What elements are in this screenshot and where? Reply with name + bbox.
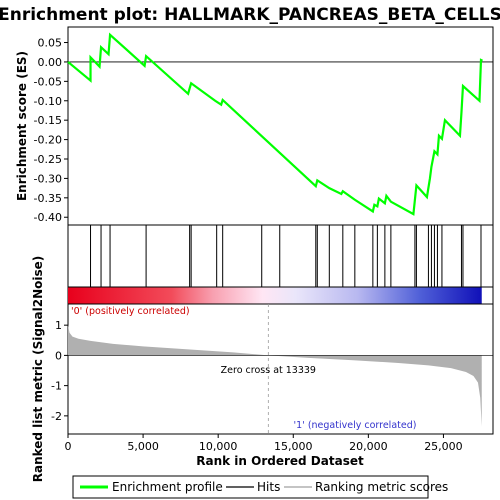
hits-marks: [90, 225, 482, 287]
chart-title: Enrichment plot: HALLMARK_PANCREAS_BETA_…: [0, 5, 500, 25]
legend-label-hits: Hits: [257, 480, 280, 494]
es-panel-frame: [67, 26, 494, 226]
enrichment-profile-line: [67, 32, 483, 216]
es-y-tick-label: 0.00: [38, 56, 63, 69]
es-y-ticks: 0.05 0.00 -0.05 -0.10 -0.15 -0.20 -0.25 -0.30 -0…: [34, 37, 68, 224]
legend-label-enrichment-profile: Enrichment profile: [112, 480, 223, 494]
metric-y-tick-label: 1: [55, 319, 62, 332]
legend-label-ranking-metric: Ranking metric scores: [315, 480, 448, 494]
metric-y-tick-label: 0: [55, 349, 62, 362]
es-y-axis-label: Enrichment score (ES): [15, 51, 29, 201]
x-tick-label: 15,000: [274, 440, 313, 453]
zero-cross-label: Zero cross at 13339: [221, 365, 316, 376]
es-y-tick-label: -0.20: [34, 134, 62, 147]
x-tick-label: 10,000: [199, 440, 238, 453]
es-y-tick-label: -0.40: [34, 211, 62, 224]
metric-y-tick-label: -1: [51, 380, 62, 393]
positive-correlation-label: '0' (positively correlated): [71, 306, 190, 317]
es-y-tick-label: -0.35: [34, 192, 62, 205]
hits-panel-frame: [67, 224, 494, 288]
x-axis-label: Rank in Ordered Dataset: [196, 454, 364, 468]
x-ticks: 0 5,000 10,000 15,000 20,000 25,000: [65, 434, 463, 453]
x-tick-label: 5,000: [127, 440, 159, 453]
x-tick-label: 20,000: [349, 440, 388, 453]
metric-y-ticks: 1 0 -1 -2: [51, 319, 68, 423]
negative-correlation-label: '1' (negatively correlated): [294, 420, 417, 431]
es-y-tick-label: -0.05: [34, 75, 62, 88]
es-y-tick-label: -0.15: [34, 114, 62, 127]
es-y-tick-label: -0.30: [34, 172, 62, 185]
metric-y-axis-label: Ranked list metric (Signal2Noise): [31, 256, 45, 483]
ranking-metric-area: [68, 325, 482, 427]
metric-y-tick-label: -2: [51, 410, 62, 423]
x-tick-label: 0: [65, 440, 72, 453]
x-tick-label: 25,000: [424, 440, 463, 453]
es-y-tick-label: -0.25: [34, 153, 62, 166]
es-y-tick-label: 0.05: [38, 37, 63, 50]
metric-panel-frame: [67, 303, 494, 435]
es-y-tick-label: -0.10: [34, 95, 62, 108]
ranked-list-heatmap: [68, 287, 482, 304]
